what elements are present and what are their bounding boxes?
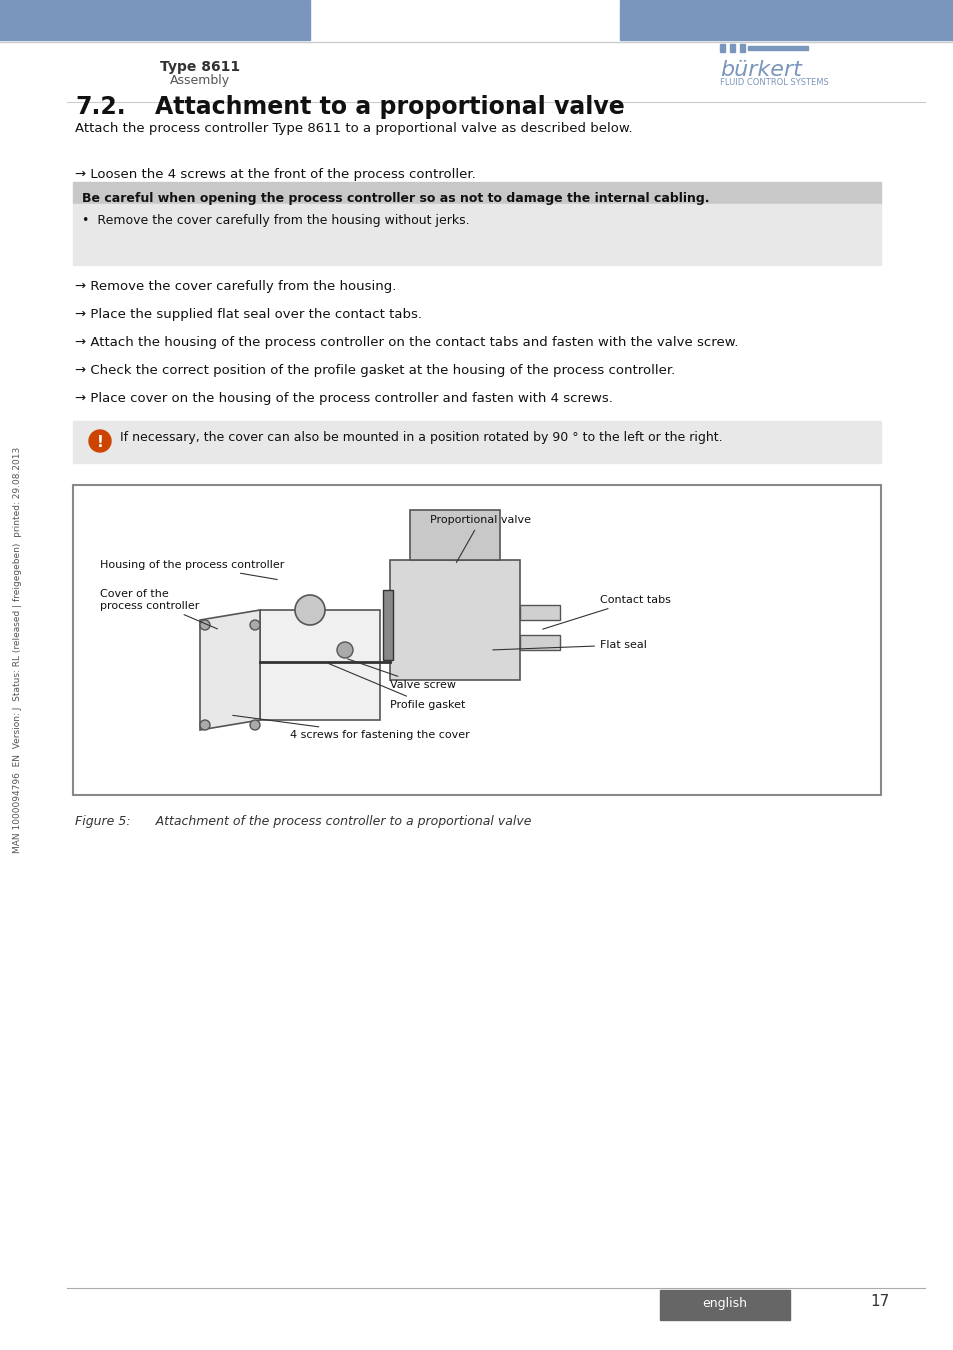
- Text: → Remove the cover carefully from the housing.: → Remove the cover carefully from the ho…: [75, 279, 395, 293]
- Circle shape: [89, 431, 111, 452]
- Text: 17: 17: [869, 1295, 889, 1309]
- Text: •  Remove the cover carefully from the housing without jerks.: • Remove the cover carefully from the ho…: [82, 215, 469, 227]
- Bar: [382, 590, 393, 660]
- Bar: [73, 485, 880, 795]
- Text: Housing of the process controller: Housing of the process controller: [100, 560, 284, 579]
- Text: → Place the supplied flat seal over the contact tabs.: → Place the supplied flat seal over the …: [75, 308, 421, 321]
- Text: bürkert: bürkert: [720, 59, 801, 80]
- Text: english: english: [701, 1296, 747, 1310]
- Circle shape: [200, 720, 210, 730]
- Bar: [659, 1291, 789, 1320]
- Text: Attachment to a proportional valve: Attachment to a proportional valve: [154, 95, 624, 119]
- Bar: [410, 510, 499, 560]
- Text: NOTE!: NOTE!: [75, 184, 122, 197]
- Text: Figure 5:  Attachment of the process controller to a proportional valve: Figure 5: Attachment of the process cont…: [75, 815, 531, 828]
- Polygon shape: [200, 610, 260, 730]
- Text: → Loosen the 4 screws at the front of the process controller.: → Loosen the 4 screws at the front of th…: [75, 167, 476, 181]
- Bar: [740, 45, 744, 53]
- Text: Type 8611: Type 8611: [160, 59, 240, 74]
- Text: Contact tabs: Contact tabs: [542, 595, 670, 629]
- Text: → Check the correct position of the profile gasket at the housing of the process: → Check the correct position of the prof…: [75, 364, 675, 377]
- Text: Valve screw: Valve screw: [347, 659, 456, 690]
- Bar: [73, 204, 880, 265]
- Text: !: !: [96, 435, 103, 450]
- Text: → Place cover on the housing of the process controller and fasten with 4 screws.: → Place cover on the housing of the proc…: [75, 392, 612, 405]
- Bar: [519, 634, 559, 649]
- Bar: [260, 610, 379, 720]
- Text: Be careful when opening the process controller so as not to damage the internal : Be careful when opening the process cont…: [82, 192, 709, 205]
- Text: 7.2.: 7.2.: [75, 95, 126, 119]
- Circle shape: [200, 620, 210, 630]
- Text: FLUID CONTROL SYSTEMS: FLUID CONTROL SYSTEMS: [720, 78, 828, 86]
- Bar: [73, 421, 880, 463]
- Bar: [0, 0, 310, 40]
- Text: Proportional valve: Proportional valve: [430, 514, 531, 563]
- Text: Assembly: Assembly: [170, 74, 230, 86]
- Bar: [73, 182, 880, 204]
- Text: Flat seal: Flat seal: [493, 640, 646, 649]
- Text: Profile gasket: Profile gasket: [327, 663, 465, 710]
- Bar: [747, 46, 807, 50]
- Text: → Attach the housing of the process controller on the contact tabs and fasten wi: → Attach the housing of the process cont…: [75, 336, 738, 350]
- Text: Attach the process controller Type 8611 to a proportional valve as described bel: Attach the process controller Type 8611 …: [75, 122, 632, 135]
- Text: 4 screws for fastening the cover: 4 screws for fastening the cover: [233, 716, 469, 740]
- Circle shape: [250, 620, 260, 630]
- Circle shape: [336, 643, 353, 657]
- Text: If necessary, the cover can also be mounted in a position rotated by 90 ° to the: If necessary, the cover can also be moun…: [120, 431, 721, 444]
- Bar: [729, 45, 734, 53]
- Circle shape: [250, 720, 260, 730]
- Text: Cover of the
process controller: Cover of the process controller: [100, 589, 217, 629]
- Text: MAN 1000094796  EN  Version: J  Status: RL (released | freigegeben)  printed: 29: MAN 1000094796 EN Version: J Status: RL …: [13, 447, 23, 853]
- Circle shape: [294, 595, 325, 625]
- Bar: [519, 605, 559, 620]
- Bar: [390, 560, 519, 680]
- Bar: [619, 0, 953, 40]
- Bar: [720, 45, 724, 53]
